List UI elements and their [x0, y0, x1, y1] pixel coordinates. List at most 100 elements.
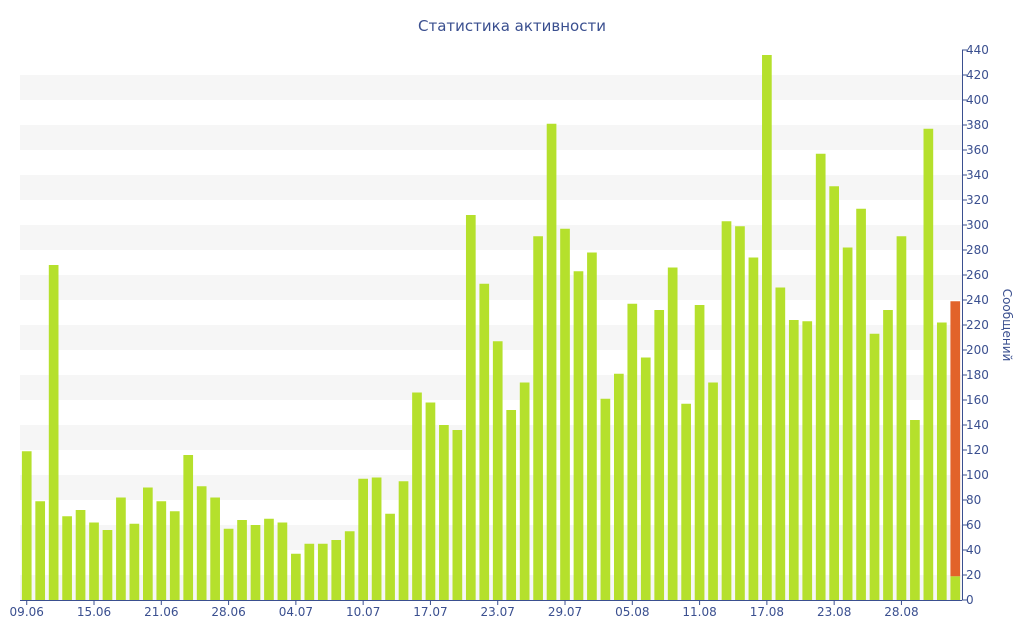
bar [398, 481, 409, 600]
bar [169, 511, 180, 600]
y-tick-label: 180 [966, 368, 989, 382]
bar [869, 333, 880, 600]
bars-group [21, 55, 961, 600]
x-tick-label: 21.06 [144, 605, 178, 619]
chart-title: Статистика активности [418, 17, 606, 35]
x-tick-label: 11.08 [682, 605, 716, 619]
x-tick-label: 10.07 [346, 605, 380, 619]
bar [371, 477, 382, 600]
bar [250, 525, 261, 600]
bar [35, 501, 46, 600]
bar [331, 540, 342, 600]
bar [425, 402, 436, 600]
x-tick-label: 15.06 [77, 605, 111, 619]
bar [735, 226, 745, 600]
bar [587, 252, 597, 600]
y-tick-label: 0 [966, 593, 974, 607]
bar [48, 265, 59, 600]
bar [223, 528, 234, 600]
bar [627, 303, 638, 600]
bar [156, 501, 167, 600]
x-tick-label: 23.07 [481, 605, 515, 619]
x-tick-label: 04.07 [279, 605, 313, 619]
y-tick-label: 60 [966, 518, 981, 532]
x-tick-label: 28.08 [884, 605, 918, 619]
bar [936, 322, 947, 600]
bar [465, 215, 476, 600]
bar [317, 543, 328, 600]
bar [600, 398, 611, 600]
y-tick-label: 40 [966, 543, 981, 557]
bar [142, 487, 153, 600]
bar [75, 510, 86, 600]
x-tick-label: 23.08 [817, 605, 851, 619]
bar [883, 310, 893, 600]
bar [950, 576, 961, 600]
bar [910, 420, 920, 600]
bar [412, 392, 422, 600]
bar [667, 267, 678, 600]
bar [62, 516, 72, 600]
y-tick-label: 360 [966, 143, 989, 157]
bar [439, 425, 449, 600]
bar [506, 410, 517, 600]
y-tick-label: 80 [966, 493, 981, 507]
y-tick-label: 220 [966, 318, 989, 332]
x-tick-label: 05.08 [615, 605, 649, 619]
bar [196, 486, 207, 600]
bar [533, 236, 543, 600]
y-tick-label: 280 [966, 243, 989, 257]
y-tick-label: 260 [966, 268, 989, 282]
bar [519, 382, 530, 600]
bar [694, 305, 705, 600]
grid-band [20, 125, 962, 150]
y-tick-label: 420 [966, 68, 989, 82]
bar [802, 321, 813, 600]
bar [358, 478, 369, 600]
bar [479, 283, 490, 600]
bar [452, 430, 463, 600]
y-tick-label: 100 [966, 468, 989, 482]
y-tick-label: 240 [966, 293, 989, 307]
bar [277, 522, 288, 600]
bar [788, 320, 799, 600]
y-tick-label: 340 [966, 168, 989, 182]
x-tick-label: 17.08 [750, 605, 784, 619]
bar [560, 228, 570, 600]
bar [613, 373, 624, 600]
x-tick-label: 17.07 [413, 605, 447, 619]
bar [116, 497, 126, 600]
y-tick-label: 320 [966, 193, 989, 207]
y-tick-label: 400 [966, 93, 989, 107]
x-tick-label: 09.06 [10, 605, 44, 619]
bar [775, 287, 786, 600]
bar [748, 257, 759, 600]
y-axis-label: Сообщений [1000, 289, 1014, 362]
bar [815, 153, 826, 600]
bar [721, 221, 732, 600]
bar [291, 553, 301, 600]
bar [546, 123, 557, 600]
y-tick-label: 200 [966, 343, 989, 357]
bar [829, 186, 840, 600]
bar-highlight [950, 301, 961, 577]
bar [896, 236, 907, 600]
axes-group: 0 20 40 60 80 100 120 140 160 180 200 220 240 260 280 3… [10, 43, 989, 619]
bar [385, 513, 395, 600]
bar [708, 382, 718, 600]
y-tick-label: 380 [966, 118, 989, 132]
bar [264, 518, 274, 600]
bar [129, 523, 140, 600]
bar [344, 531, 355, 600]
y-tick-label: 120 [966, 443, 989, 457]
bar [21, 451, 32, 600]
bar [304, 543, 315, 600]
bar [210, 497, 220, 600]
bar [856, 208, 866, 600]
x-tick-label: 28.06 [211, 605, 245, 619]
grid-band [20, 175, 962, 200]
grid-band [20, 275, 962, 300]
bar [681, 403, 691, 600]
